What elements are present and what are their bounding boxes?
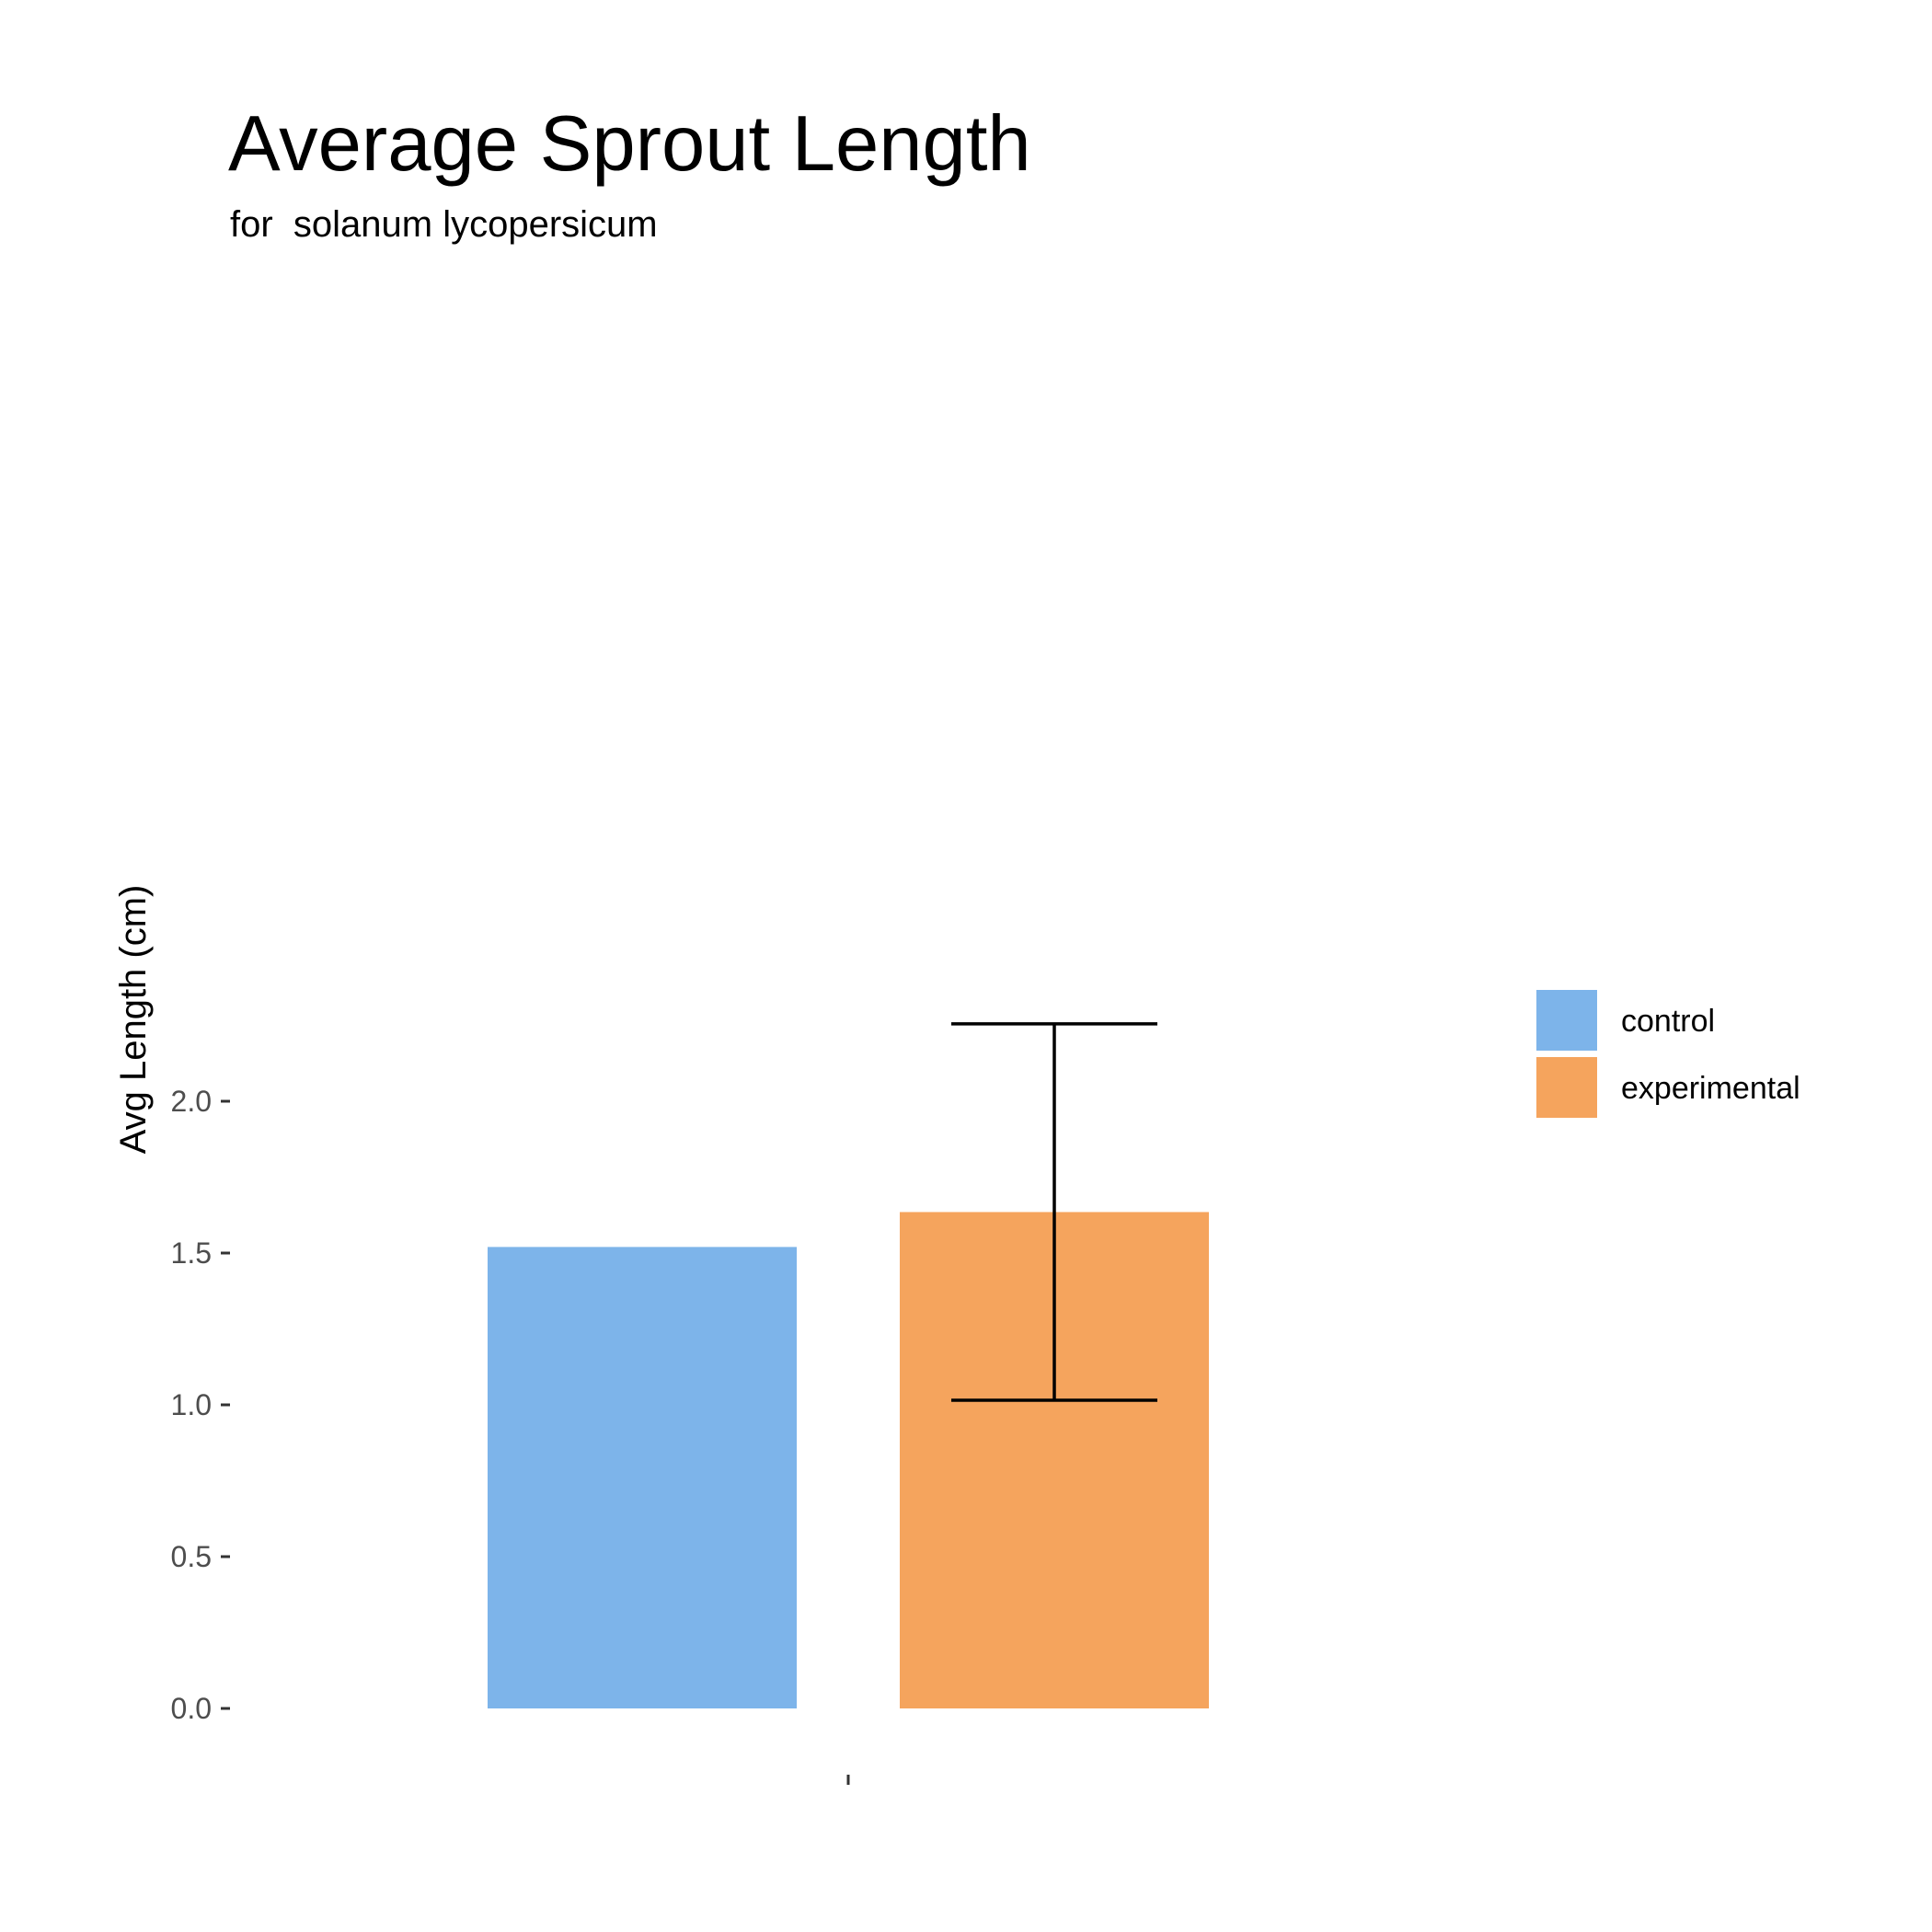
legend-label: experimental bbox=[1621, 1071, 1800, 1106]
chart-title: Average Sprout Length bbox=[228, 100, 1031, 188]
legend-key-control bbox=[1536, 990, 1597, 1051]
y-axis-label: Avg Length (cm) bbox=[113, 885, 154, 1155]
legend-key-experimental bbox=[1536, 1057, 1597, 1118]
y-axis: 0.0 0.5 1.0 1.5 2.0 bbox=[171, 1085, 230, 1725]
y-tick-label: 0.5 bbox=[171, 1540, 212, 1573]
y-tick-label: 2.0 bbox=[171, 1085, 212, 1118]
bars bbox=[488, 1212, 1209, 1708]
legend-label: control bbox=[1621, 1004, 1715, 1039]
y-tick-label: 1.5 bbox=[171, 1236, 212, 1270]
y-tick-label: 1.0 bbox=[171, 1388, 212, 1421]
error-bars bbox=[951, 1022, 1157, 1402]
legend: control experimental bbox=[1536, 990, 1800, 1118]
y-tick-label: 0.0 bbox=[171, 1692, 212, 1725]
bar-control bbox=[488, 1247, 797, 1708]
chart-subtitle: for solanum lycopersicum bbox=[230, 204, 658, 245]
